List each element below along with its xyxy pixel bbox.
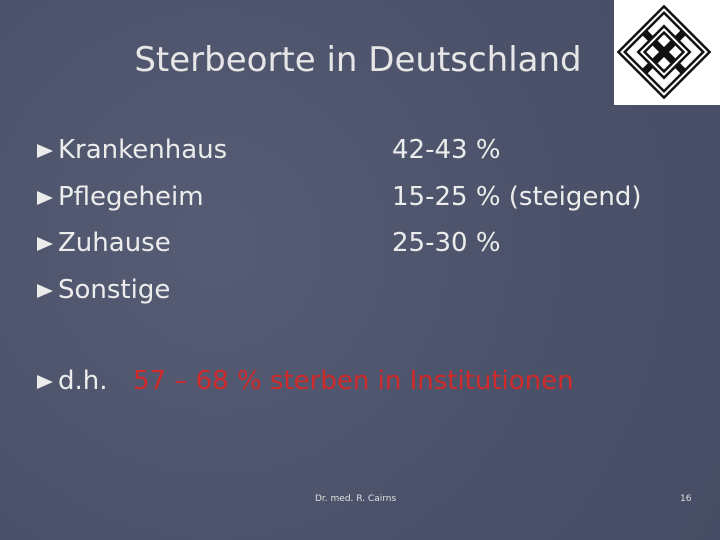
bullet xyxy=(37,191,53,205)
item-label: Krankenhaus xyxy=(58,135,228,165)
conclusion-prefix: d.h. xyxy=(58,366,108,396)
item-label: Pflegeheim xyxy=(58,182,204,212)
item-value: 42-43 % xyxy=(392,135,501,165)
slide-title: Sterbeorte in Deutschland xyxy=(134,40,582,80)
item-label: Sonstige xyxy=(58,275,171,305)
footer-author: Dr. med. R. Cairns xyxy=(315,494,397,504)
bullet xyxy=(37,284,53,298)
logo-graphic xyxy=(616,4,712,100)
bullet xyxy=(37,144,53,158)
bullet xyxy=(37,375,53,389)
page-number: 16 xyxy=(680,494,692,504)
item-value: 25-30 % xyxy=(392,228,501,258)
conclusion-text: 57 – 68 % sterben in Institutionen xyxy=(133,366,574,396)
logo xyxy=(614,0,720,105)
item-value: 15-25 % (steigend) xyxy=(392,182,642,212)
item-label: Zuhause xyxy=(58,228,171,258)
bullet xyxy=(37,237,53,251)
